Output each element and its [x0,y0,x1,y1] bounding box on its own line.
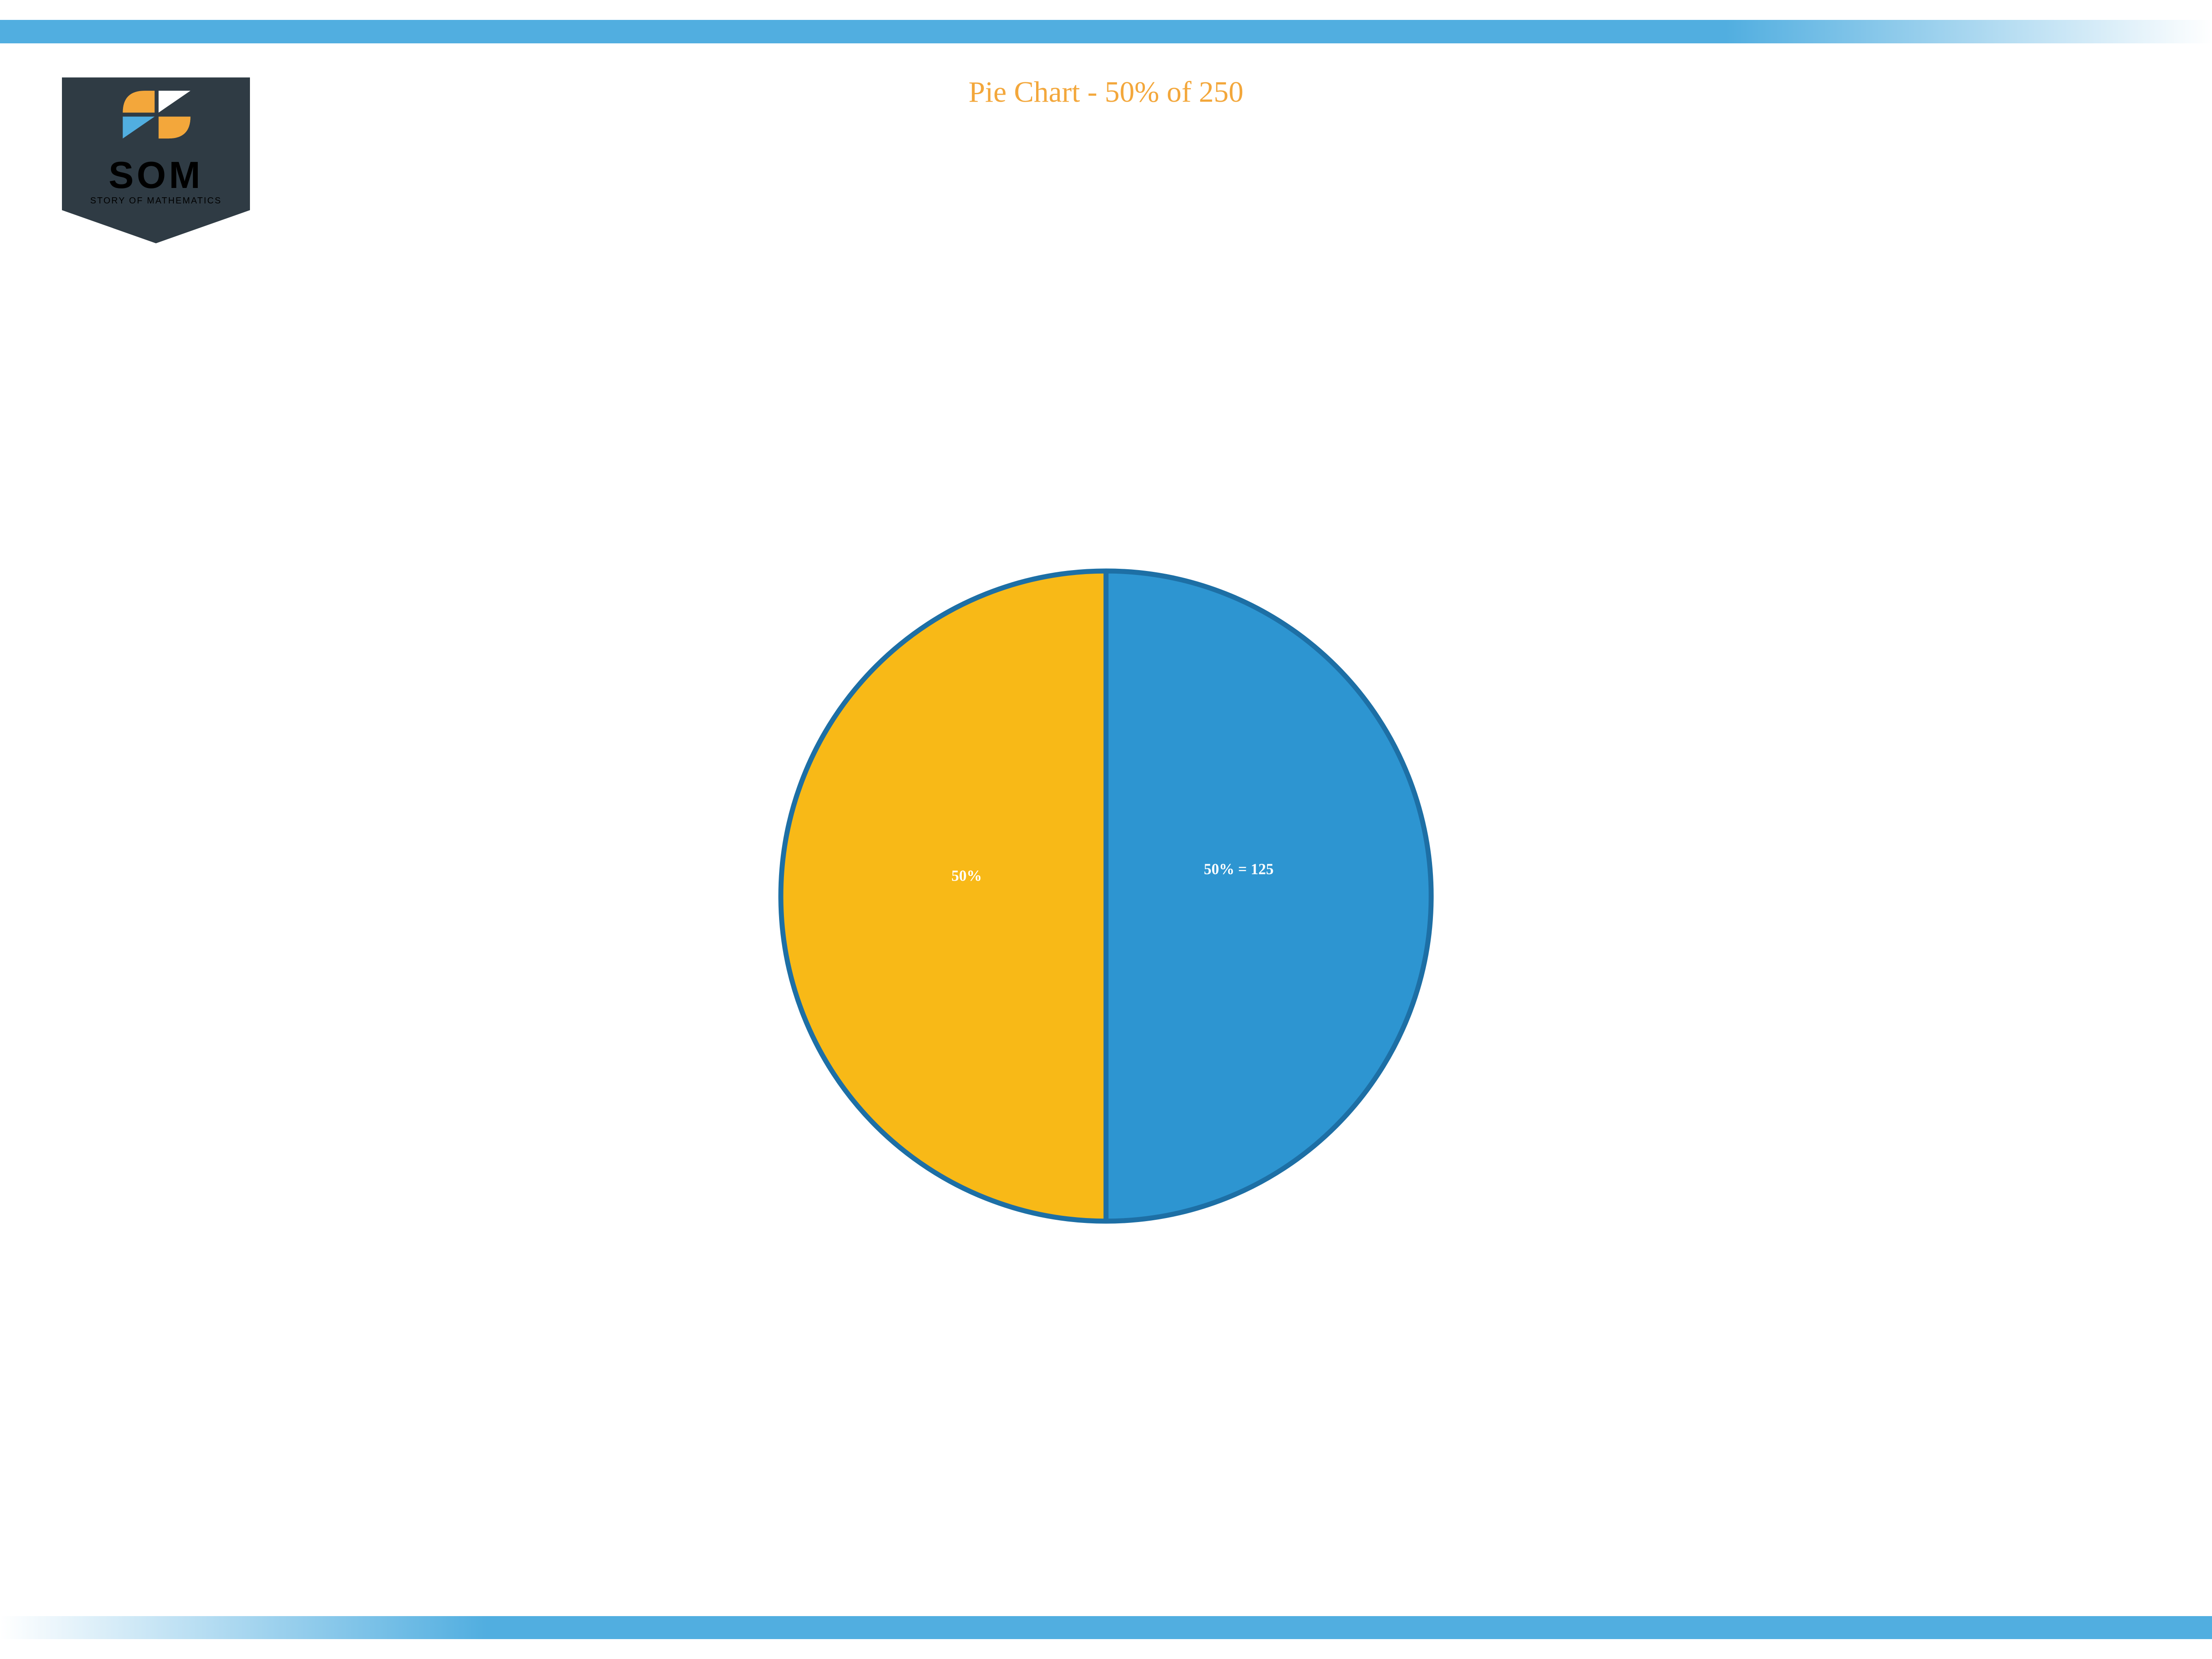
brand-tagline: STORY OF MATHEMATICS [90,196,222,206]
pie-label-left: 50% [952,867,982,885]
brand-name: SOM [108,154,203,196]
pie-chart: 50% 50% = 125 [774,564,1438,1228]
pie-slice-right [1106,571,1431,1221]
brand-badge-svg: SOM STORY OF MATHEMATICS [62,22,250,299]
pie-label-right: 50% = 125 [1204,861,1274,878]
bottom-accent-bar [0,1616,2212,1640]
pie-svg [774,564,1438,1228]
brand-badge: SOM STORY OF MATHEMATICS [62,0,250,299]
pie-slices [781,571,1431,1221]
top-accent-bar [0,20,2212,43]
pie-slice-left [781,571,1106,1221]
chart-title: Pie Chart - 50% of 250 [0,75,2212,109]
